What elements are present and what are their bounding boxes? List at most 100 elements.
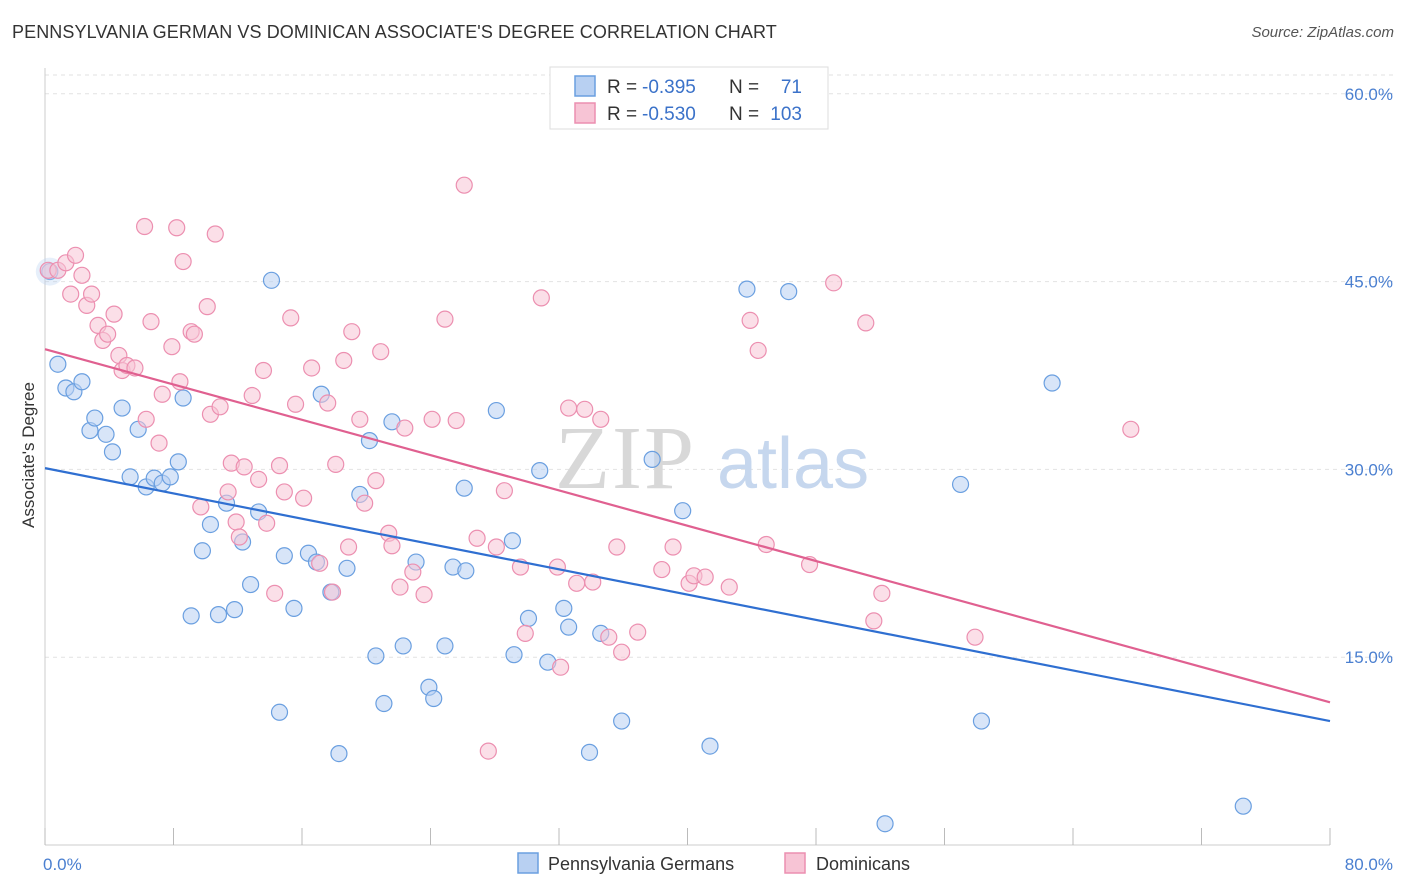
data-point bbox=[531, 462, 549, 480]
x-tick-label-max: 80.0% bbox=[1345, 855, 1393, 874]
data-point bbox=[97, 425, 115, 443]
data-point bbox=[153, 385, 171, 403]
data-point bbox=[275, 547, 293, 565]
data-point bbox=[580, 743, 599, 761]
data-point bbox=[738, 280, 756, 298]
data-point bbox=[966, 628, 984, 646]
data-point bbox=[391, 578, 409, 596]
data-point bbox=[664, 538, 682, 556]
data-point bbox=[479, 742, 497, 760]
axes bbox=[44, 68, 1331, 846]
data-point bbox=[1122, 420, 1140, 438]
data-point bbox=[404, 563, 422, 581]
data-point bbox=[560, 618, 578, 636]
data-point bbox=[49, 355, 67, 373]
y-tick-label-2: 45.0% bbox=[1345, 273, 1393, 292]
data-point bbox=[1234, 797, 1252, 815]
data-point bbox=[613, 712, 631, 730]
data-point bbox=[211, 398, 229, 416]
legend-r-label-1: R = bbox=[607, 104, 637, 125]
data-point bbox=[701, 737, 719, 755]
data-point bbox=[1043, 374, 1061, 392]
data-point bbox=[198, 298, 216, 316]
data-point bbox=[608, 538, 626, 556]
data-point bbox=[495, 482, 513, 500]
data-point bbox=[262, 271, 281, 289]
data-point bbox=[73, 266, 91, 284]
x-tick-label-min: 0.0% bbox=[43, 855, 82, 874]
data-point bbox=[206, 225, 224, 243]
data-point bbox=[749, 341, 767, 360]
data-point bbox=[339, 538, 358, 556]
data-point bbox=[436, 310, 454, 328]
data-point bbox=[121, 468, 139, 486]
data-point bbox=[258, 514, 276, 532]
watermark-atlas: atlas bbox=[717, 424, 869, 504]
y-tick-labels: 15.0% 30.0% 45.0% 60.0% bbox=[1345, 85, 1393, 667]
data-point bbox=[105, 305, 123, 323]
data-point bbox=[487, 401, 505, 420]
data-point bbox=[209, 606, 228, 624]
legend-top: R = -0.395 N = 71 R = -0.530 N = 103 bbox=[549, 66, 829, 130]
legend-n-value-1: 103 bbox=[770, 104, 802, 125]
trend-lines bbox=[44, 348, 1331, 723]
data-point bbox=[275, 483, 293, 501]
data-point bbox=[825, 274, 843, 292]
data-point bbox=[367, 472, 385, 490]
data-point bbox=[516, 624, 534, 643]
data-point bbox=[270, 703, 289, 721]
data-point bbox=[372, 343, 390, 361]
legend-r-label-0: R = bbox=[607, 77, 637, 98]
legend-r-value-1: -0.530 bbox=[642, 104, 696, 125]
data-point bbox=[396, 419, 414, 437]
data-point bbox=[73, 373, 91, 391]
legend-swatch-pennsylvania-germans bbox=[574, 75, 596, 97]
legend-n-value-0: 71 bbox=[781, 77, 802, 98]
data-point bbox=[303, 359, 321, 377]
data-point bbox=[169, 453, 187, 471]
data-point bbox=[62, 285, 80, 303]
data-point bbox=[367, 647, 385, 665]
legend-r-value-0: -0.395 bbox=[642, 77, 696, 98]
data-point bbox=[242, 575, 260, 594]
data-point bbox=[375, 694, 393, 713]
data-point bbox=[319, 394, 337, 412]
data-point bbox=[66, 246, 85, 264]
data-point bbox=[653, 560, 671, 579]
data-point bbox=[415, 585, 433, 604]
data-point bbox=[876, 815, 894, 833]
data-point bbox=[613, 643, 631, 661]
data-point bbox=[137, 410, 155, 428]
y-tick-label-3: 60.0% bbox=[1345, 85, 1393, 104]
data-point bbox=[250, 470, 268, 489]
data-point bbox=[266, 584, 284, 602]
data-point bbox=[455, 479, 473, 497]
y-tick-label-0: 15.0% bbox=[1345, 648, 1393, 667]
data-point bbox=[230, 528, 248, 546]
data-point bbox=[436, 637, 454, 655]
watermark-zip: ZIP bbox=[555, 409, 696, 508]
legend-swatch-dominicans bbox=[574, 102, 596, 124]
data-point bbox=[227, 513, 245, 531]
data-point bbox=[282, 309, 300, 327]
y-axis-label: Associate's Degree bbox=[19, 382, 38, 528]
data-point bbox=[576, 400, 594, 418]
data-point bbox=[383, 537, 401, 555]
data-point bbox=[174, 389, 192, 407]
data-point bbox=[487, 538, 505, 556]
data-point bbox=[330, 745, 348, 763]
data-point bbox=[311, 554, 329, 572]
data-point bbox=[225, 601, 244, 619]
data-point bbox=[555, 599, 573, 617]
data-point bbox=[254, 361, 273, 380]
data-point bbox=[592, 410, 610, 428]
data-point bbox=[873, 584, 891, 602]
data-point bbox=[163, 338, 181, 356]
data-point bbox=[780, 283, 798, 301]
data-point bbox=[99, 325, 117, 343]
y-tick-label-1: 30.0% bbox=[1345, 460, 1393, 479]
data-point bbox=[150, 434, 168, 452]
data-point bbox=[86, 409, 104, 427]
data-point bbox=[552, 658, 570, 676]
data-point bbox=[285, 599, 303, 617]
